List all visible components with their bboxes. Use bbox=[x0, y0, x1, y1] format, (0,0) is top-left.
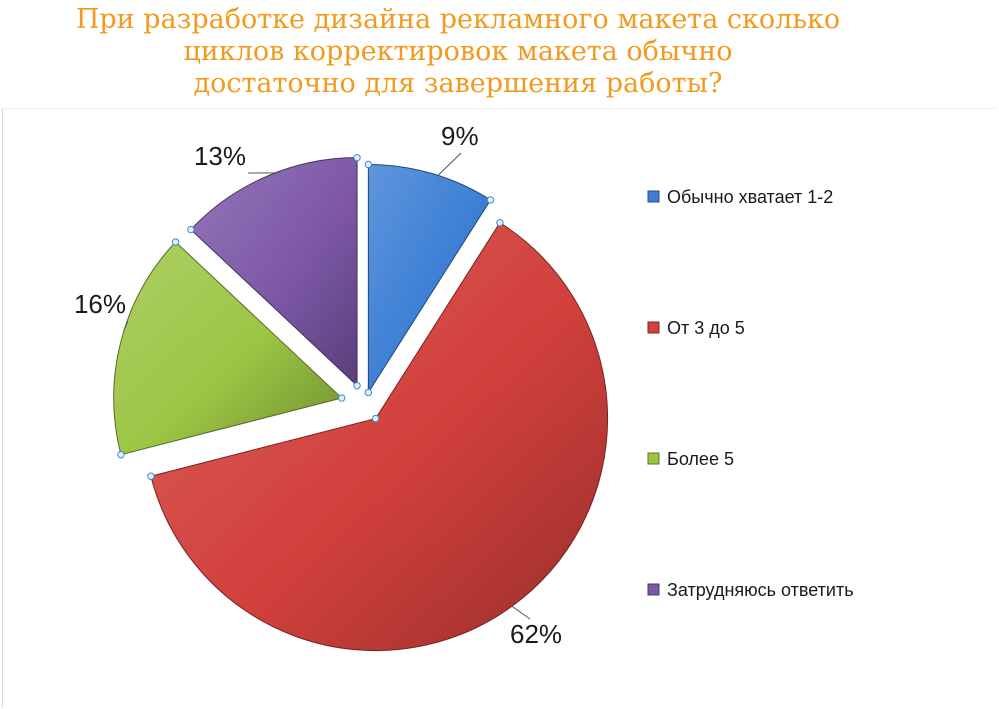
slice-handle-2-2 bbox=[171, 238, 180, 246]
legend: Обычно хватает 1-2 От 3 до 5 Более 5 Зат… bbox=[647, 187, 854, 600]
legend-label-0: Обычно хватает 1-2 bbox=[667, 187, 833, 207]
data-label-2: 16% bbox=[74, 289, 126, 319]
slice-handle-0-0 bbox=[364, 388, 373, 397]
slice-handle-1-2 bbox=[147, 472, 155, 480]
slice-handle-0-2 bbox=[486, 196, 495, 204]
slice-handle-1-0 bbox=[371, 414, 380, 423]
chart-title-line-1: При разработке дизайна рекламного макета… bbox=[75, 4, 841, 35]
leader-line-1 bbox=[511, 605, 531, 620]
legend-label-2: Более 5 bbox=[667, 449, 734, 469]
leader-line-2 bbox=[123, 320, 129, 331]
data-label-3: 13% bbox=[194, 141, 246, 171]
chart-title-line-2: циклов корректировок макета обычно bbox=[183, 36, 733, 67]
data-label-1: 62% bbox=[510, 619, 562, 649]
legend-label-3: Затрудняюсь ответить bbox=[667, 580, 854, 600]
pie-slice-2 bbox=[113, 241, 343, 456]
data-label-0: 9% bbox=[441, 121, 479, 151]
pie-slice-0 bbox=[367, 163, 492, 395]
legend-swatch-0 bbox=[647, 190, 660, 203]
slice-handle-2-0 bbox=[338, 394, 346, 402]
slice-handle-3-0 bbox=[353, 381, 361, 390]
plot-area-frame bbox=[2, 108, 997, 708]
legend-label-1: От 3 до 5 bbox=[667, 318, 745, 338]
chart-title: При разработке дизайна рекламного макета… bbox=[0, 4, 916, 100]
legend-swatch-2 bbox=[647, 452, 660, 465]
slice-handle-1-1 bbox=[496, 218, 504, 227]
legend-swatch-3 bbox=[647, 583, 660, 596]
slice-handle-2-1 bbox=[117, 451, 125, 459]
pie-slice-3 bbox=[190, 157, 358, 387]
legend-swatch-1 bbox=[647, 321, 660, 334]
chart-title-line-3: достаточно для завершения работы? bbox=[193, 68, 723, 99]
slice-handle-3-1 bbox=[187, 225, 195, 234]
leader-line-0 bbox=[437, 152, 462, 176]
slice-handle-3-2 bbox=[353, 153, 361, 162]
slice-handle-0-1 bbox=[364, 160, 373, 169]
